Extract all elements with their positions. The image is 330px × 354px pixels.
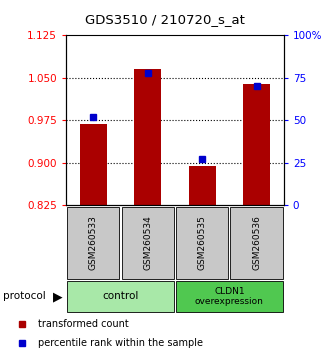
- Text: GDS3510 / 210720_s_at: GDS3510 / 210720_s_at: [85, 13, 245, 26]
- Bar: [176, 281, 283, 312]
- Bar: [188, 166, 216, 205]
- Text: GSM260534: GSM260534: [143, 215, 152, 270]
- Text: protocol: protocol: [3, 291, 46, 302]
- Bar: [67, 207, 119, 279]
- Text: percentile rank within the sample: percentile rank within the sample: [38, 338, 203, 348]
- Bar: [80, 124, 107, 205]
- Bar: [134, 69, 161, 205]
- Text: ▶: ▶: [53, 290, 63, 303]
- Text: CLDN1
overexpression: CLDN1 overexpression: [195, 287, 264, 306]
- Text: control: control: [102, 291, 139, 302]
- Bar: [121, 207, 174, 279]
- Text: GSM260536: GSM260536: [252, 215, 261, 270]
- Bar: [230, 207, 283, 279]
- Bar: [67, 281, 174, 312]
- Text: GSM260535: GSM260535: [198, 215, 207, 270]
- Bar: [176, 207, 228, 279]
- Bar: [243, 84, 270, 205]
- Text: GSM260533: GSM260533: [89, 215, 98, 270]
- Text: transformed count: transformed count: [38, 319, 129, 329]
